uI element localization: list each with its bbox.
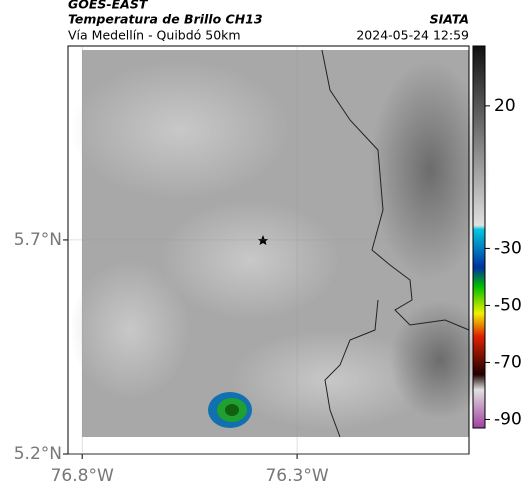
y-tick-label: 5.7°N xyxy=(14,230,62,250)
title: GOES-EAST xyxy=(68,0,149,12)
colorbar-tick-label: -70 xyxy=(494,352,522,372)
imagery xyxy=(67,45,490,455)
colorbar-tick-label: 20 xyxy=(494,96,516,116)
subtitle: Temperatura de Brillo CH13 xyxy=(68,12,263,27)
source: SIATA xyxy=(430,12,469,27)
colorbar-tick-label: -90 xyxy=(494,409,522,429)
y-tick-label: 5.2°N xyxy=(14,444,62,464)
x-tick-label: 76.8°W xyxy=(51,466,114,486)
region: Vía Medellín - Quibdó 50km xyxy=(68,28,241,43)
colorbar-tick-label: -50 xyxy=(494,295,522,315)
colorbar xyxy=(472,45,486,429)
datetime: 2024-05-24 12:59 xyxy=(356,28,469,43)
colorbar-tick-label: -30 xyxy=(494,238,522,258)
x-tick-label: 76.3°W xyxy=(265,466,328,486)
